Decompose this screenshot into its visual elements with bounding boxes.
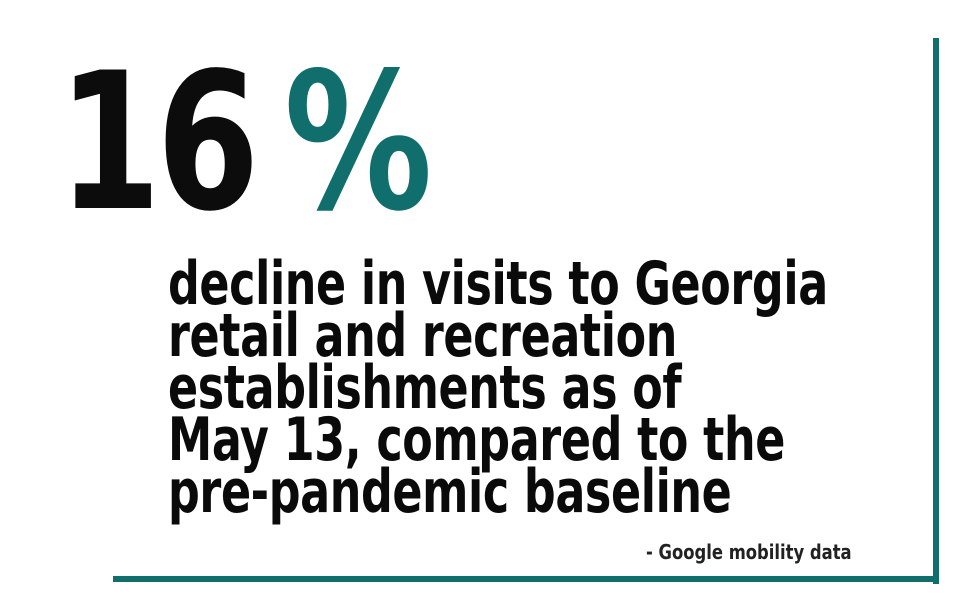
stat-percent-sign: % xyxy=(284,32,433,253)
description-line: decline in visits to Georgia xyxy=(168,249,828,319)
source-attribution: - Google mobility data xyxy=(646,540,852,564)
description-line: May 13, compared to the xyxy=(168,405,785,475)
stat-number: 16 xyxy=(58,32,260,253)
frame-bottom-border xyxy=(113,576,939,582)
description-line: pre-pandemic baseline xyxy=(168,457,732,527)
frame-right-border xyxy=(933,38,939,584)
description-line: establishments as of xyxy=(168,353,682,423)
stat-description: decline in visits to Georgia retail and … xyxy=(168,249,908,527)
description-line: retail and recreation xyxy=(168,301,677,371)
headline-stat: 16 % xyxy=(58,32,432,253)
